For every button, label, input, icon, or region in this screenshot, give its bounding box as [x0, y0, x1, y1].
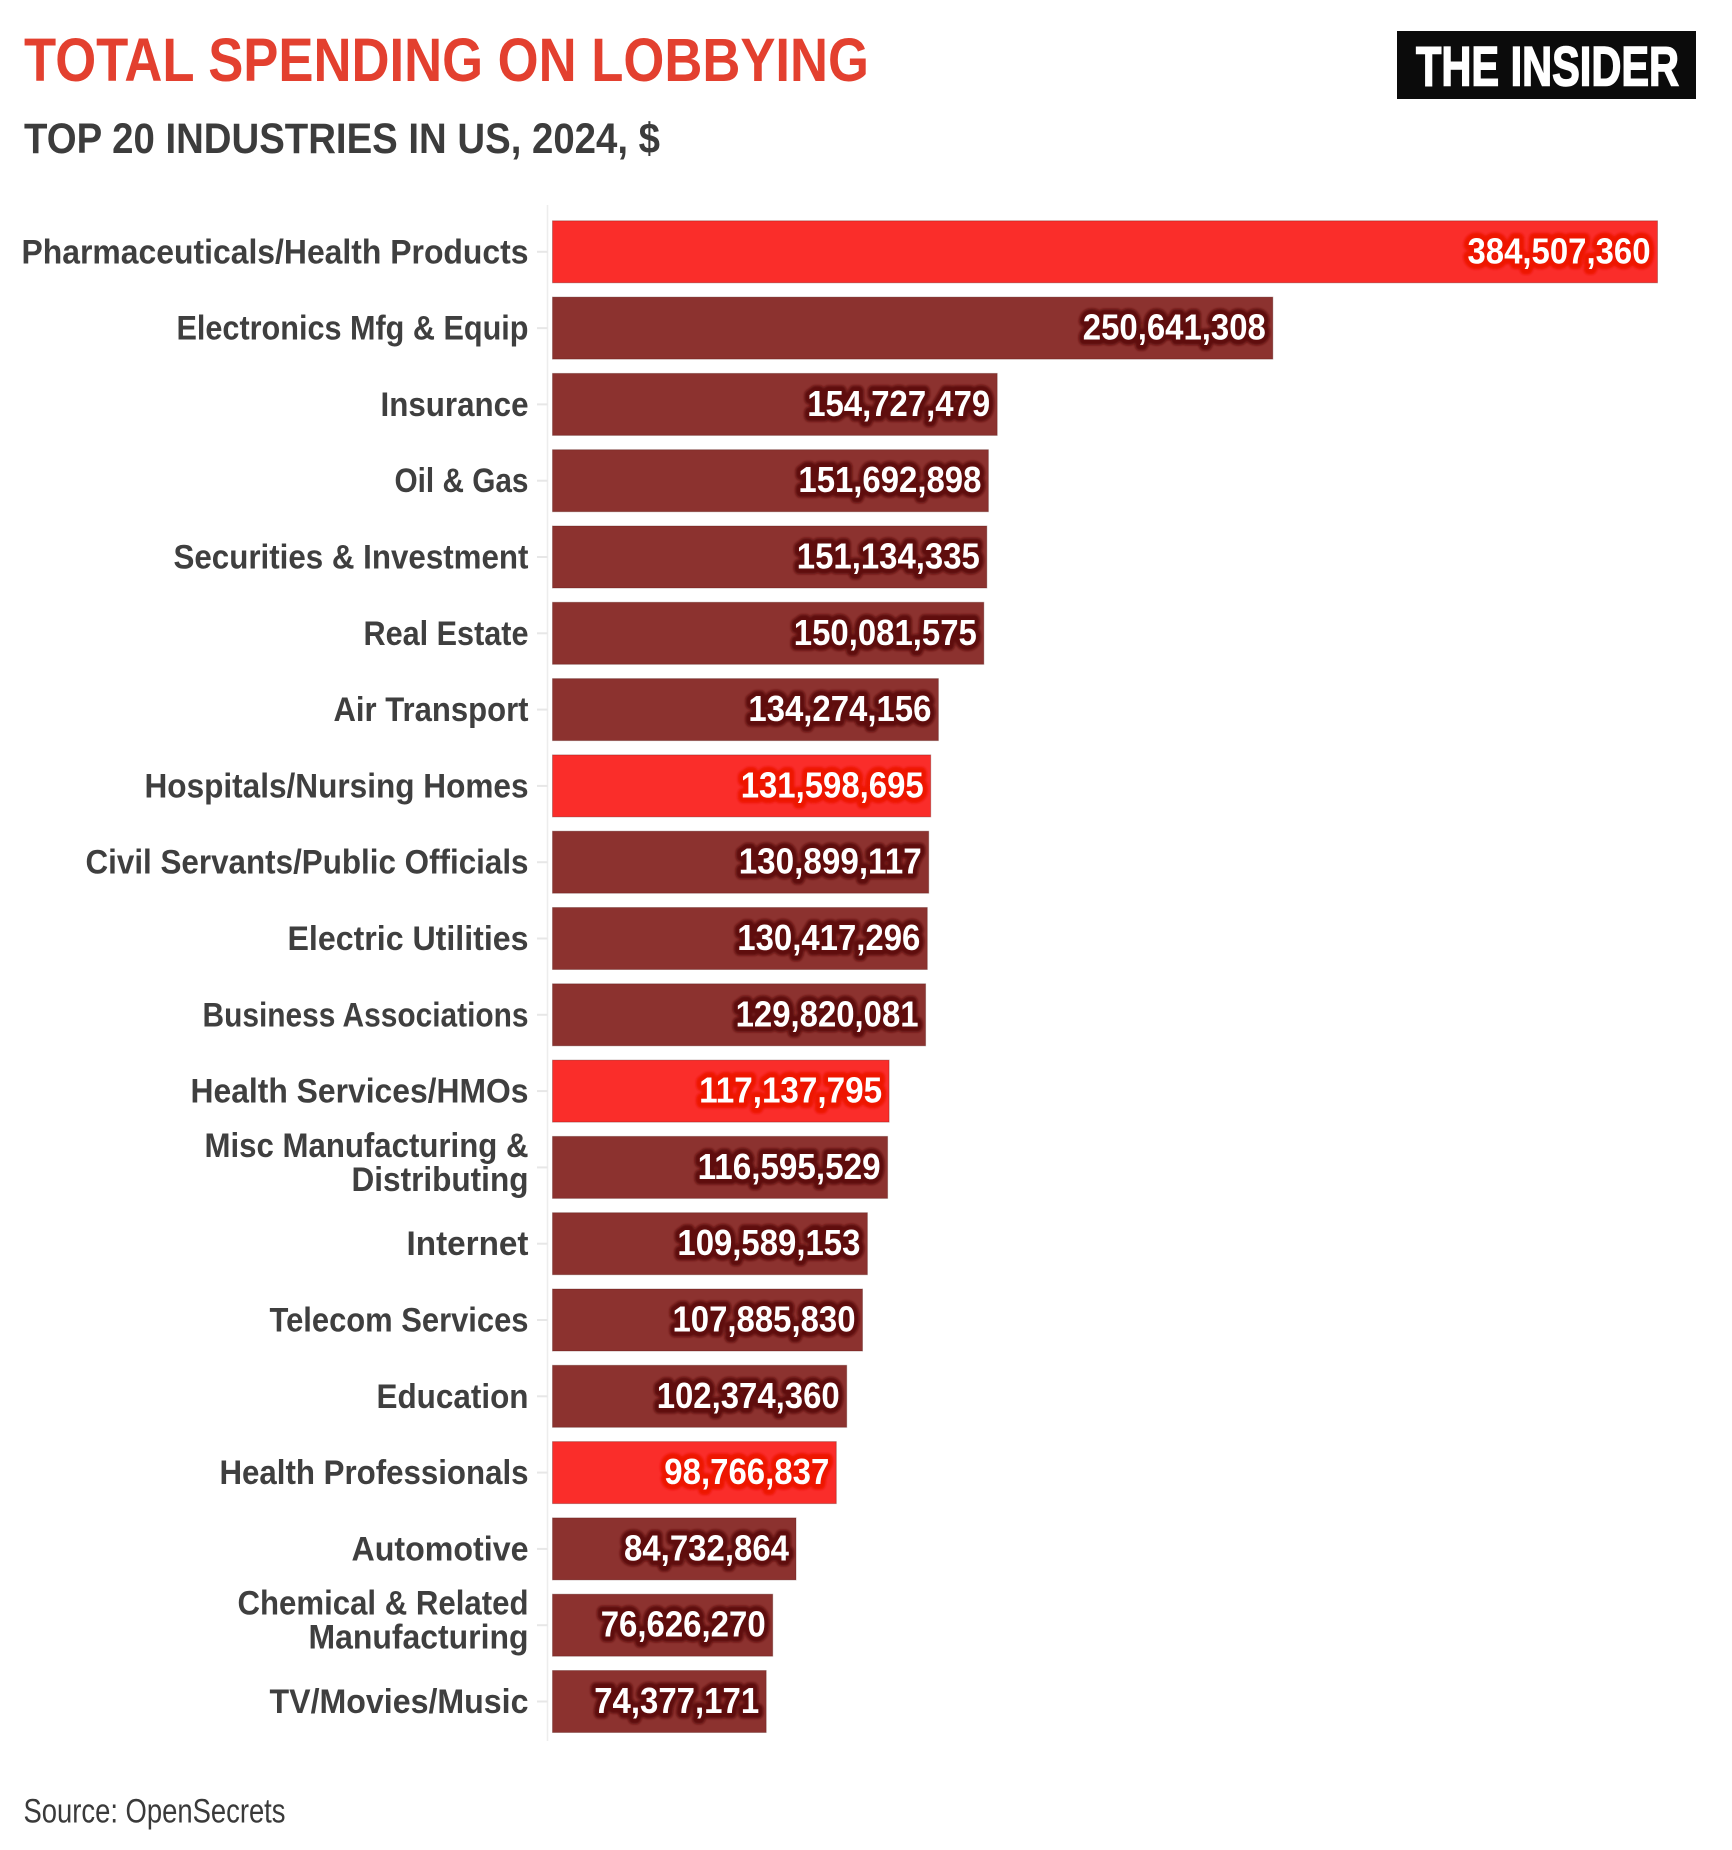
svg-text:Business Associations: Business Associations [203, 996, 529, 1034]
svg-text:150,081,575: 150,081,575 [794, 612, 977, 653]
svg-text:Pharmaceuticals/Health Product: Pharmaceuticals/Health Products [22, 233, 529, 271]
svg-text:98,766,837: 98,766,837 [664, 1451, 829, 1492]
svg-text:107,885,830: 107,885,830 [673, 1299, 856, 1340]
svg-text:74,377,171: 74,377,171 [594, 1680, 759, 1721]
svg-text:151,692,898: 151,692,898 [798, 459, 981, 500]
svg-text:Securities & Investment: Securities & Investment [174, 539, 529, 577]
svg-text:Misc Manufacturing &: Misc Manufacturing & [205, 1127, 529, 1165]
svg-text:TOTAL SPENDING ON LOBBYING: TOTAL SPENDING ON LOBBYING [24, 26, 869, 94]
svg-text:250,641,308: 250,641,308 [1083, 307, 1266, 348]
svg-text:76,626,270: 76,626,270 [601, 1604, 766, 1645]
svg-text:109,589,153: 109,589,153 [677, 1222, 860, 1263]
svg-text:Education: Education [377, 1378, 529, 1416]
svg-text:117,137,795: 117,137,795 [699, 1070, 882, 1111]
svg-text:Health Professionals: Health Professionals [220, 1454, 529, 1492]
svg-text:Oil & Gas: Oil & Gas [395, 462, 529, 500]
svg-text:107,885,830: 107,885,830 [673, 1299, 856, 1340]
svg-text:Civil Servants/Public Official: Civil Servants/Public Officials [86, 844, 529, 882]
svg-text:74,377,171: 74,377,171 [594, 1680, 759, 1721]
svg-text:131,598,695: 131,598,695 [741, 764, 924, 805]
svg-text:134,274,156: 134,274,156 [748, 688, 931, 729]
svg-text:84,732,864: 84,732,864 [624, 1527, 789, 1568]
svg-text:109,589,153: 109,589,153 [677, 1222, 860, 1263]
svg-text:129,820,081: 129,820,081 [736, 993, 919, 1034]
svg-text:Electric Utilities: Electric Utilities [288, 920, 529, 958]
svg-text:84,732,864: 84,732,864 [624, 1527, 789, 1568]
svg-text:130,417,296: 130,417,296 [737, 917, 920, 958]
svg-text:102,374,360: 102,374,360 [657, 1375, 840, 1416]
svg-text:154,727,479: 154,727,479 [807, 383, 990, 424]
svg-text:151,134,335: 151,134,335 [797, 536, 980, 577]
svg-text:Automotive: Automotive [352, 1530, 529, 1568]
svg-text:154,727,479: 154,727,479 [807, 383, 990, 424]
svg-text:116,595,529: 116,595,529 [698, 1146, 881, 1187]
svg-text:76,626,270: 76,626,270 [601, 1604, 766, 1645]
svg-text:129,820,081: 129,820,081 [736, 993, 919, 1034]
svg-text:Hospitals/Nursing Homes: Hospitals/Nursing Homes [145, 767, 529, 805]
svg-text:384,507,360: 384,507,360 [1468, 230, 1651, 271]
svg-text:130,899,117: 130,899,117 [739, 841, 922, 882]
svg-text:151,692,898: 151,692,898 [798, 459, 981, 500]
svg-text:134,274,156: 134,274,156 [748, 688, 931, 729]
svg-text:Electronics Mfg & Equip: Electronics Mfg & Equip [177, 310, 529, 348]
svg-text:Source: OpenSecrets: Source: OpenSecrets [24, 1793, 286, 1831]
svg-text:Manufacturing: Manufacturing [309, 1619, 529, 1657]
svg-text:98,766,837: 98,766,837 [664, 1451, 829, 1492]
svg-text:151,134,335: 151,134,335 [797, 536, 980, 577]
svg-text:384,507,360: 384,507,360 [1468, 230, 1651, 271]
svg-text:TV/Movies/Music: TV/Movies/Music [270, 1683, 529, 1721]
svg-text:Real Estate: Real Estate [364, 615, 529, 653]
svg-text:THE INSIDER: THE INSIDER [1416, 35, 1679, 98]
svg-text:130,899,117: 130,899,117 [739, 841, 922, 882]
svg-text:TOP 20 INDUSTRIES IN US, 2024,: TOP 20 INDUSTRIES IN US, 2024, $ [24, 115, 660, 163]
svg-text:Chemical & Related: Chemical & Related [238, 1585, 529, 1623]
svg-text:130,417,296: 130,417,296 [737, 917, 920, 958]
svg-text:Health Services/HMOs: Health Services/HMOs [191, 1073, 529, 1111]
svg-text:Insurance: Insurance [381, 386, 529, 424]
svg-text:131,598,695: 131,598,695 [741, 764, 924, 805]
svg-text:150,081,575: 150,081,575 [794, 612, 977, 653]
svg-text:Air Transport: Air Transport [334, 691, 529, 729]
svg-text:117,137,795: 117,137,795 [699, 1070, 882, 1111]
svg-text:Distributing: Distributing [352, 1161, 529, 1199]
svg-text:250,641,308: 250,641,308 [1083, 307, 1266, 348]
svg-text:Telecom Services: Telecom Services [270, 1302, 529, 1340]
svg-text:116,595,529: 116,595,529 [698, 1146, 881, 1187]
svg-text:102,374,360: 102,374,360 [657, 1375, 840, 1416]
svg-text:Internet: Internet [407, 1225, 529, 1263]
